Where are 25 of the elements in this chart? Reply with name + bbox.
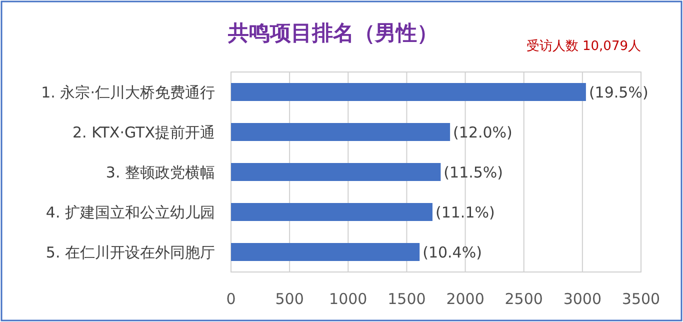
chart-title: 共鸣项目排名（男性） <box>227 21 438 45</box>
x-tick-label: 3500 <box>622 290 660 308</box>
bar <box>231 83 586 101</box>
x-tick-label: 1500 <box>388 290 426 308</box>
y-tick-label: 3. 整顿政党横幅 <box>106 164 215 182</box>
y-tick-label: 2. KTX·GTX提前开通 <box>72 124 215 142</box>
bar <box>231 243 420 261</box>
x-tick-label: 2000 <box>446 290 484 308</box>
y-tick-label: 5. 在仁川开设在外同胞厅 <box>46 244 215 262</box>
x-tick-label: 0 <box>226 290 236 308</box>
text: 受访人数 10,079人 <box>526 38 641 54</box>
bar <box>231 163 441 181</box>
x-tick-label: 2500 <box>504 290 543 308</box>
y-tick-label: 1. 永宗·仁川大桥免费通行 <box>41 84 215 102</box>
annotation: (12.0%) <box>453 124 512 142</box>
annotation: (10.4%) <box>422 244 482 262</box>
annotation: (11.5%) <box>444 164 504 182</box>
x-tick-label: 500 <box>275 290 304 308</box>
y-tick-label: 4. 扩建国立和公立幼儿园 <box>46 204 215 222</box>
x-tick-label: 1000 <box>329 290 368 308</box>
x-tick-label: 3000 <box>563 290 602 308</box>
bar <box>231 123 450 141</box>
annotation: (11.1%) <box>435 204 495 222</box>
annotation: (19.5%) <box>588 84 648 102</box>
bar <box>231 203 432 221</box>
